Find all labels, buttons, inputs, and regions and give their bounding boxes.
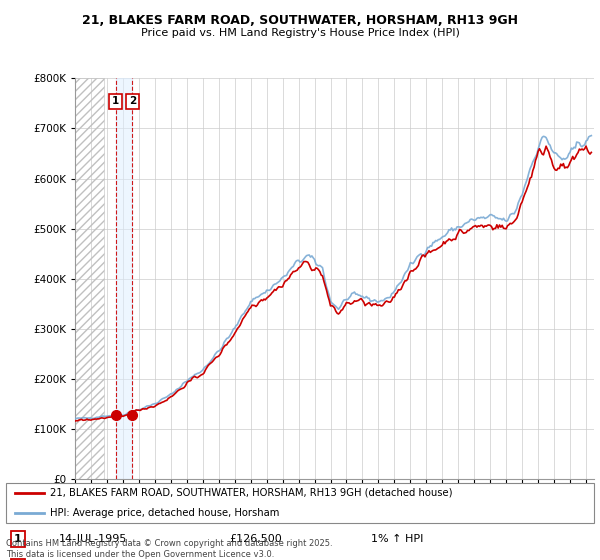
Bar <box>116 78 133 479</box>
Text: 1: 1 <box>14 534 22 544</box>
Bar <box>75 78 104 479</box>
Text: £126,500: £126,500 <box>229 534 282 544</box>
Text: 21, BLAKES FARM ROAD, SOUTHWATER, HORSHAM, RH13 9GH: 21, BLAKES FARM ROAD, SOUTHWATER, HORSHA… <box>82 14 518 27</box>
Text: 2: 2 <box>129 96 136 106</box>
Text: HPI: Average price, detached house, Horsham: HPI: Average price, detached house, Hors… <box>50 508 280 518</box>
Text: 14-JUL-1995: 14-JUL-1995 <box>59 534 127 544</box>
Text: Contains HM Land Registry data © Crown copyright and database right 2025.
This d: Contains HM Land Registry data © Crown c… <box>6 539 332 559</box>
FancyBboxPatch shape <box>6 483 594 523</box>
Text: 21, BLAKES FARM ROAD, SOUTHWATER, HORSHAM, RH13 9GH (detached house): 21, BLAKES FARM ROAD, SOUTHWATER, HORSHA… <box>50 488 452 498</box>
Text: 1% ↑ HPI: 1% ↑ HPI <box>371 534 423 544</box>
Bar <box>75 78 104 479</box>
Text: Price paid vs. HM Land Registry's House Price Index (HPI): Price paid vs. HM Land Registry's House … <box>140 28 460 38</box>
Text: 1: 1 <box>112 96 119 106</box>
